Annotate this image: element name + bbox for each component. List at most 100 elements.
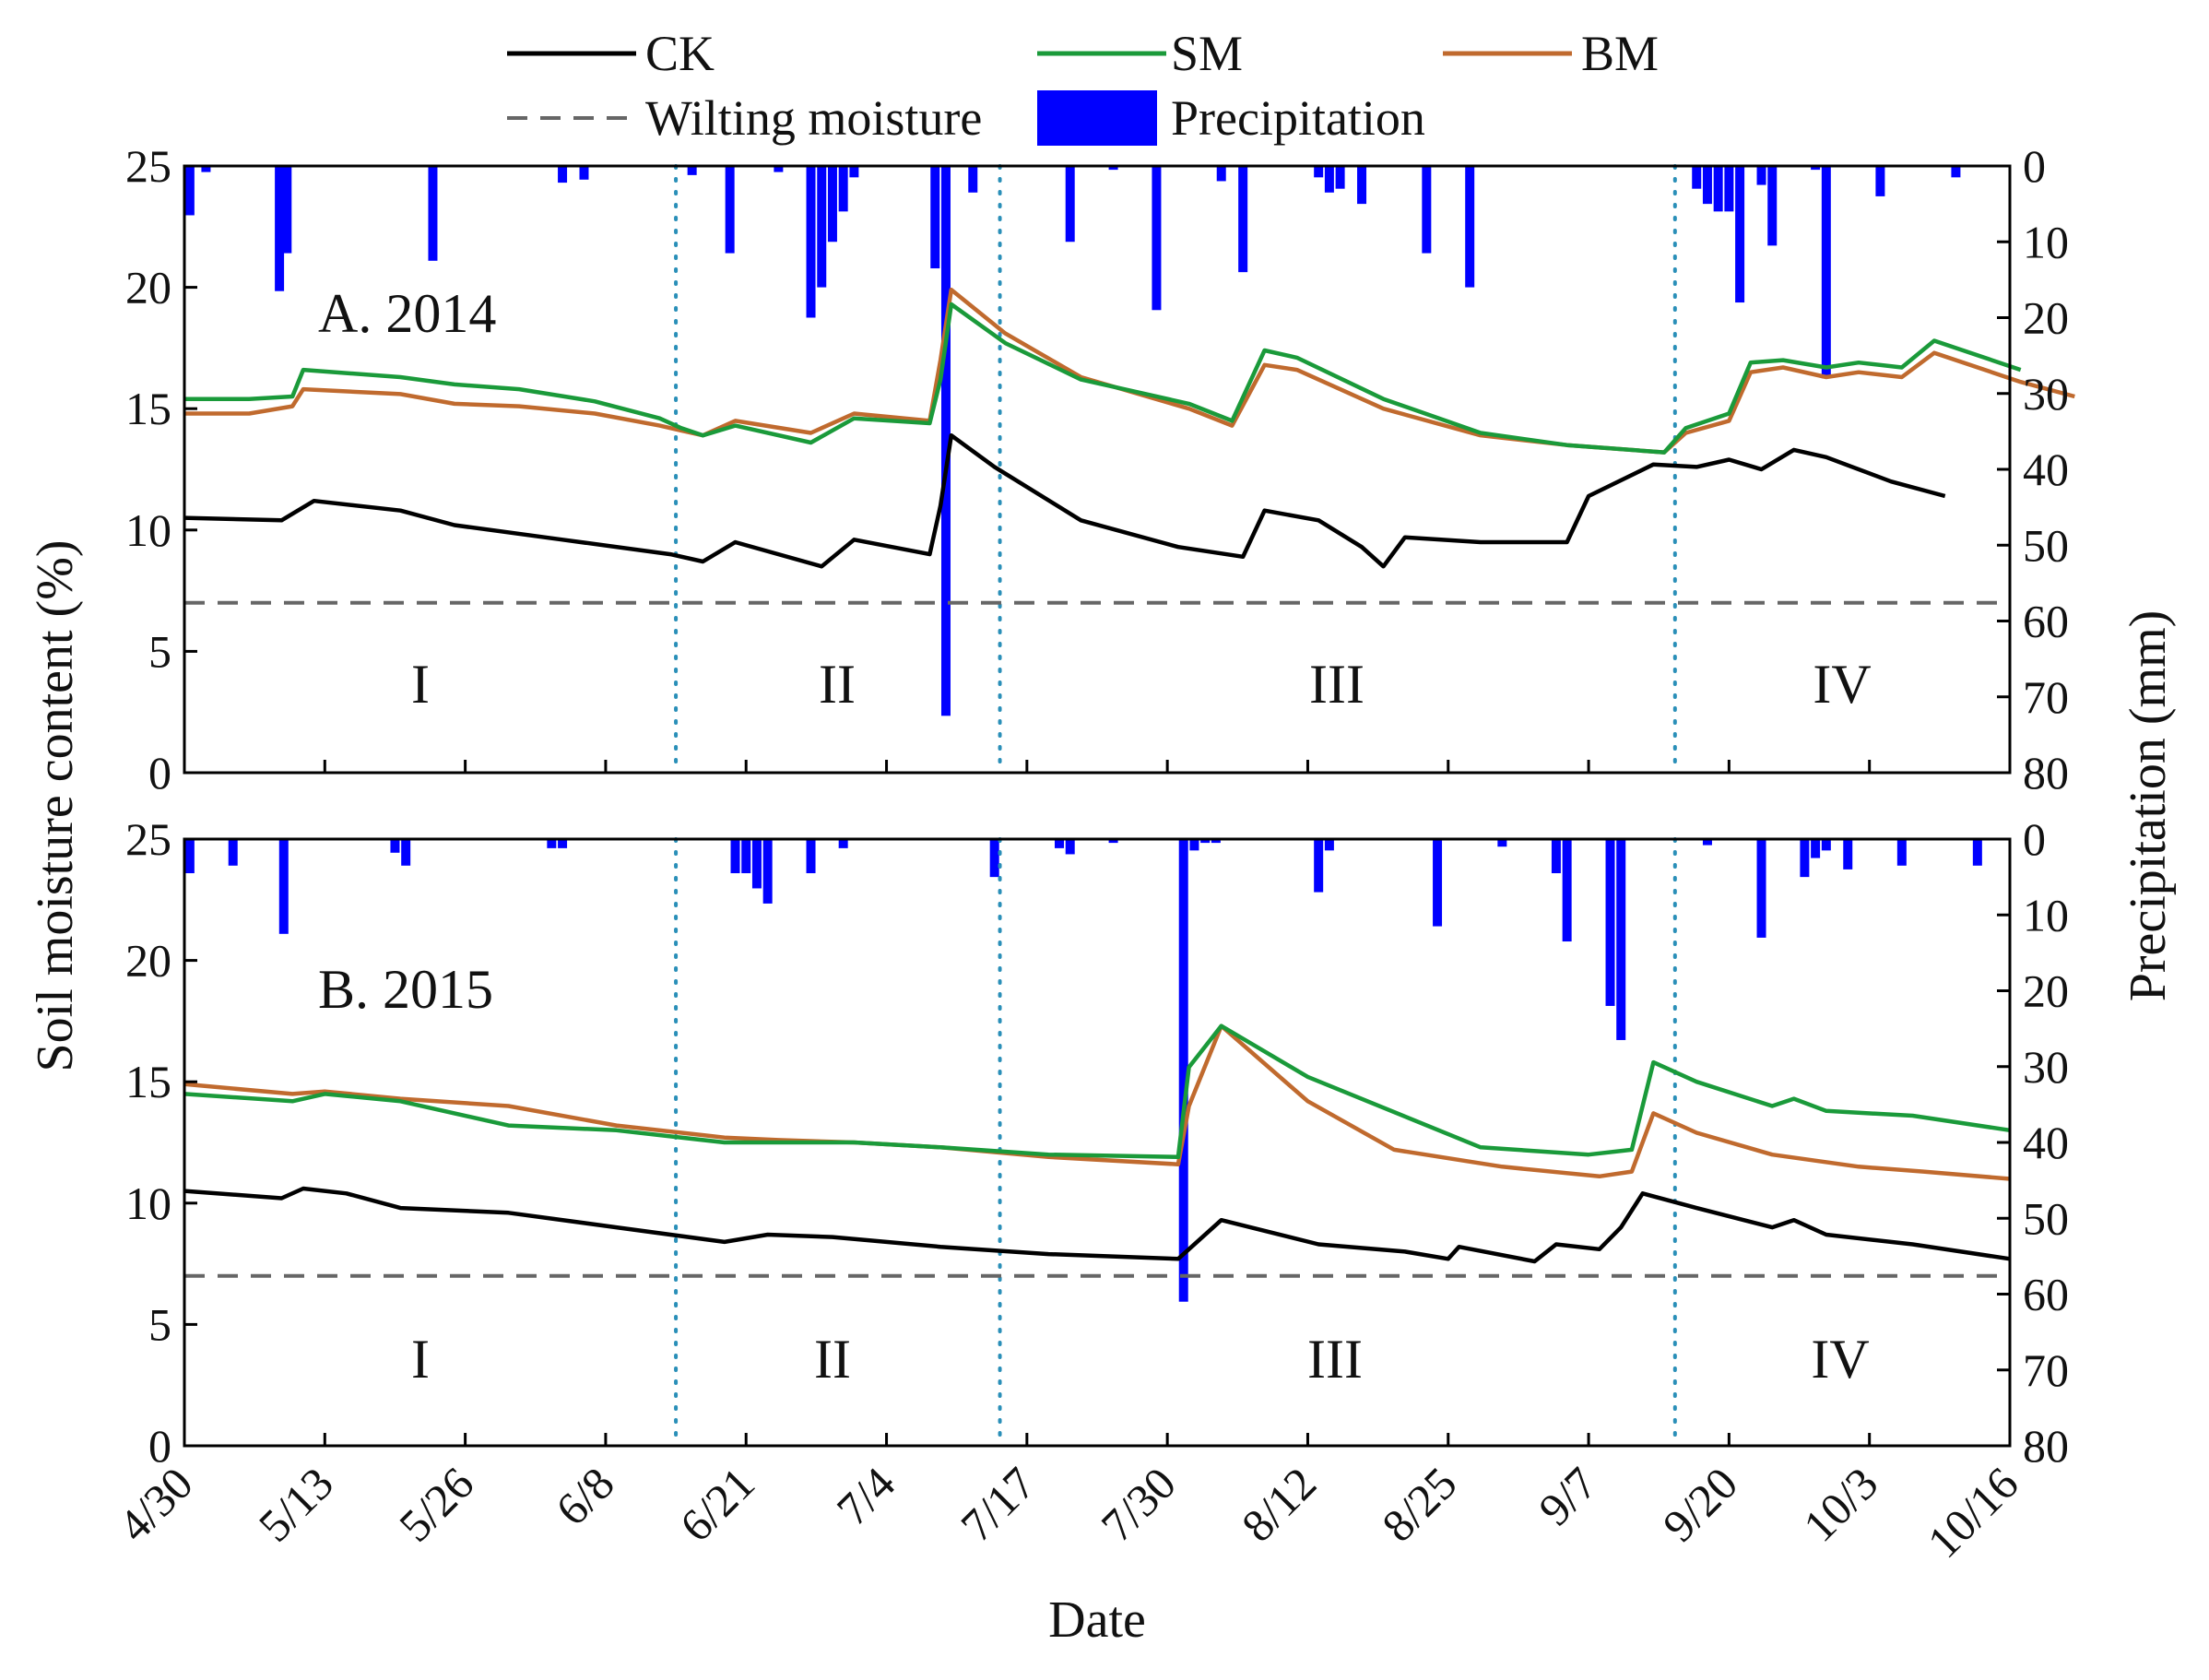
panel-a-precip-bar-14 — [849, 166, 859, 178]
panel-b-frame — [183, 837, 2012, 1448]
panel-b-precip-bar-19 — [1200, 839, 1211, 844]
panel-a-precip-bar-32 — [1724, 166, 1734, 212]
panel-a-frame — [183, 164, 2012, 775]
panel-a-precip-bar-6 — [579, 166, 589, 180]
panel-b-precip-bar-25 — [1551, 839, 1561, 874]
panel-b-y-tick-label-0: 0 — [148, 1420, 171, 1472]
y-axis-title: Soil moisture content (%) — [27, 539, 84, 1071]
panel-b-precip-bar-33 — [1821, 839, 1831, 851]
legend-label-ck: CK — [645, 26, 715, 81]
panel-a-precip-bar-20 — [1152, 166, 1162, 311]
panel-b-series — [183, 1023, 2011, 1264]
panel-a-precip-bar-9 — [774, 166, 784, 172]
panel-a-series-sm — [184, 302, 2022, 455]
legend-entry-ck: CK — [507, 26, 715, 81]
legend: CK SM BM Wilting moisture Precipitation — [507, 26, 1659, 146]
panel-b-precip-bar-8 — [741, 839, 751, 874]
panel-a-precip-bar-28 — [1465, 166, 1475, 288]
panel-b-precip-bar-24 — [1497, 839, 1507, 847]
legend-label-sm: SM — [1171, 26, 1243, 81]
panel-b-precip-bar-23 — [1433, 839, 1443, 927]
panel-a-precip-bar-0 — [184, 166, 195, 216]
panel-b-precip-bar-18 — [1189, 839, 1199, 851]
panel-a-y2-tick-label-3: 30 — [2023, 368, 2069, 420]
panel-a-y-tick-label-1: 5 — [148, 625, 171, 677]
panel-a-precip-bar-10 — [806, 166, 816, 318]
panel-a-stage-iii: III — [1309, 654, 1364, 715]
panel-a-precip-bar-23 — [1314, 166, 1324, 178]
panel-b-y-tick-label-5: 25 — [125, 813, 171, 865]
panel-a-left-ticks: 0 5 10 15 20 25 — [125, 140, 197, 799]
x-tick-label-2: 5/26 — [389, 1457, 483, 1551]
legend-label-bm: BM — [1581, 26, 1659, 81]
legend-entry-bm: BM — [1443, 26, 1659, 81]
panel-b-stage-iv: IV — [1811, 1329, 1869, 1390]
panel-b-stage-boundaries — [674, 837, 1677, 1448]
panel-a-stage-iv: IV — [1813, 654, 1871, 715]
panel-b-precip-bar-11 — [806, 839, 816, 874]
panel-b-series-sm — [183, 1023, 2011, 1160]
panel-a-precip-bar-2 — [275, 166, 285, 291]
panel-a-precip-bar-15 — [930, 166, 940, 269]
panel-a-series-ck — [183, 432, 1946, 569]
x-tick-label-9: 8/25 — [1372, 1457, 1466, 1551]
panel-a-y2-tick-label-2: 20 — [2023, 292, 2069, 344]
panel-b-series-ck — [183, 1186, 2011, 1264]
legend-label-wilting: Wilting moisture — [645, 90, 982, 146]
panel-b-precip-bar-16 — [1108, 839, 1118, 844]
panel-b-stage-ii: II — [814, 1329, 851, 1390]
panel-b-stage-iii: III — [1307, 1329, 1363, 1390]
panel-a-precip-bar-4 — [428, 166, 438, 261]
panel-a-precip-bar-18 — [1065, 166, 1075, 243]
panel-b-precip-bar-28 — [1616, 839, 1626, 1040]
panel-b-y2-tick-label-1: 10 — [2023, 889, 2069, 941]
panel-a-y-tick-label-0: 0 — [148, 747, 171, 799]
panel-b-precip-bar-17 — [1178, 839, 1188, 1302]
panel-b-precipitation-bars — [184, 839, 1982, 1302]
panel-b-precip-bar-12 — [838, 839, 848, 848]
panel-a-stage-boundaries — [674, 164, 1677, 775]
panel-a-series-bm — [184, 287, 2075, 455]
panel-a-precip-bar-3 — [282, 166, 292, 254]
panel-a-y-tick-label-5: 25 — [125, 140, 171, 192]
x-tick-label-3: 6/8 — [546, 1457, 624, 1535]
x-tick-label-0: 4/30 — [108, 1457, 202, 1551]
legend-label-precipitation: Precipitation — [1171, 90, 1425, 146]
panel-a-precipitation-bars — [184, 166, 1961, 716]
legend-entry-wilting: Wilting moisture — [507, 90, 982, 146]
x-tick-label-6: 7/17 — [951, 1457, 1045, 1551]
panel-b-left-ticks: 0 5 10 15 20 25 — [125, 813, 197, 1472]
panel-b-precip-bar-0 — [184, 839, 195, 874]
x-tick-label-7: 7/30 — [1091, 1457, 1185, 1551]
panel-a-stage-ii: II — [819, 654, 856, 715]
panel-a-precip-bar-34 — [1756, 166, 1766, 185]
x-tick-label-5: 7/4 — [827, 1457, 905, 1535]
panel-a-precip-bar-12 — [827, 166, 837, 243]
panel-b-precip-bar-10 — [762, 839, 773, 904]
panel-a-precip-bar-22 — [1238, 166, 1248, 273]
panel-a-precip-bar-39 — [1951, 166, 1961, 178]
panel-b-precip-bar-7 — [730, 839, 740, 874]
panel-b-y-tick-label-3: 15 — [125, 1056, 171, 1107]
panel-a-precip-bar-21 — [1216, 166, 1226, 182]
panel-a-precip-bar-29 — [1692, 166, 1702, 189]
panel-a-precip-bar-38 — [1875, 166, 1885, 196]
panel-b-precip-bar-31 — [1800, 839, 1810, 878]
panel-b-y-tick-label-1: 5 — [148, 1298, 171, 1350]
panel-a-precip-bar-16 — [940, 166, 951, 716]
panel-b-precip-bar-21 — [1314, 839, 1324, 893]
panel-b-y2-tick-label-3: 30 — [2023, 1041, 2069, 1093]
panel-b-precip-bar-30 — [1756, 839, 1766, 938]
panel-b-y2-tick-label-4: 40 — [2023, 1117, 2069, 1168]
panel-a-y2-tick-label-0: 0 — [2023, 140, 2046, 192]
panel-a-y2-tick-label-1: 10 — [2023, 216, 2069, 267]
panel-b-y2-tick-label-8: 80 — [2023, 1420, 2069, 1472]
panel-b-y2-tick-label-6: 60 — [2023, 1269, 2069, 1320]
panel-a-series — [183, 287, 2075, 569]
panel-b-precip-bar-26 — [1562, 839, 1572, 942]
panel-a: A. 2014 I II III IV 0 5 10 15 20 25 0 10 20 30 40… — [125, 140, 2075, 799]
panel-a-precip-bar-5 — [558, 166, 568, 183]
x-tick-label-13: 10/16 — [1918, 1457, 2028, 1568]
panel-a-precip-bar-7 — [687, 166, 697, 175]
x-tick-label-4: 6/21 — [670, 1457, 764, 1551]
